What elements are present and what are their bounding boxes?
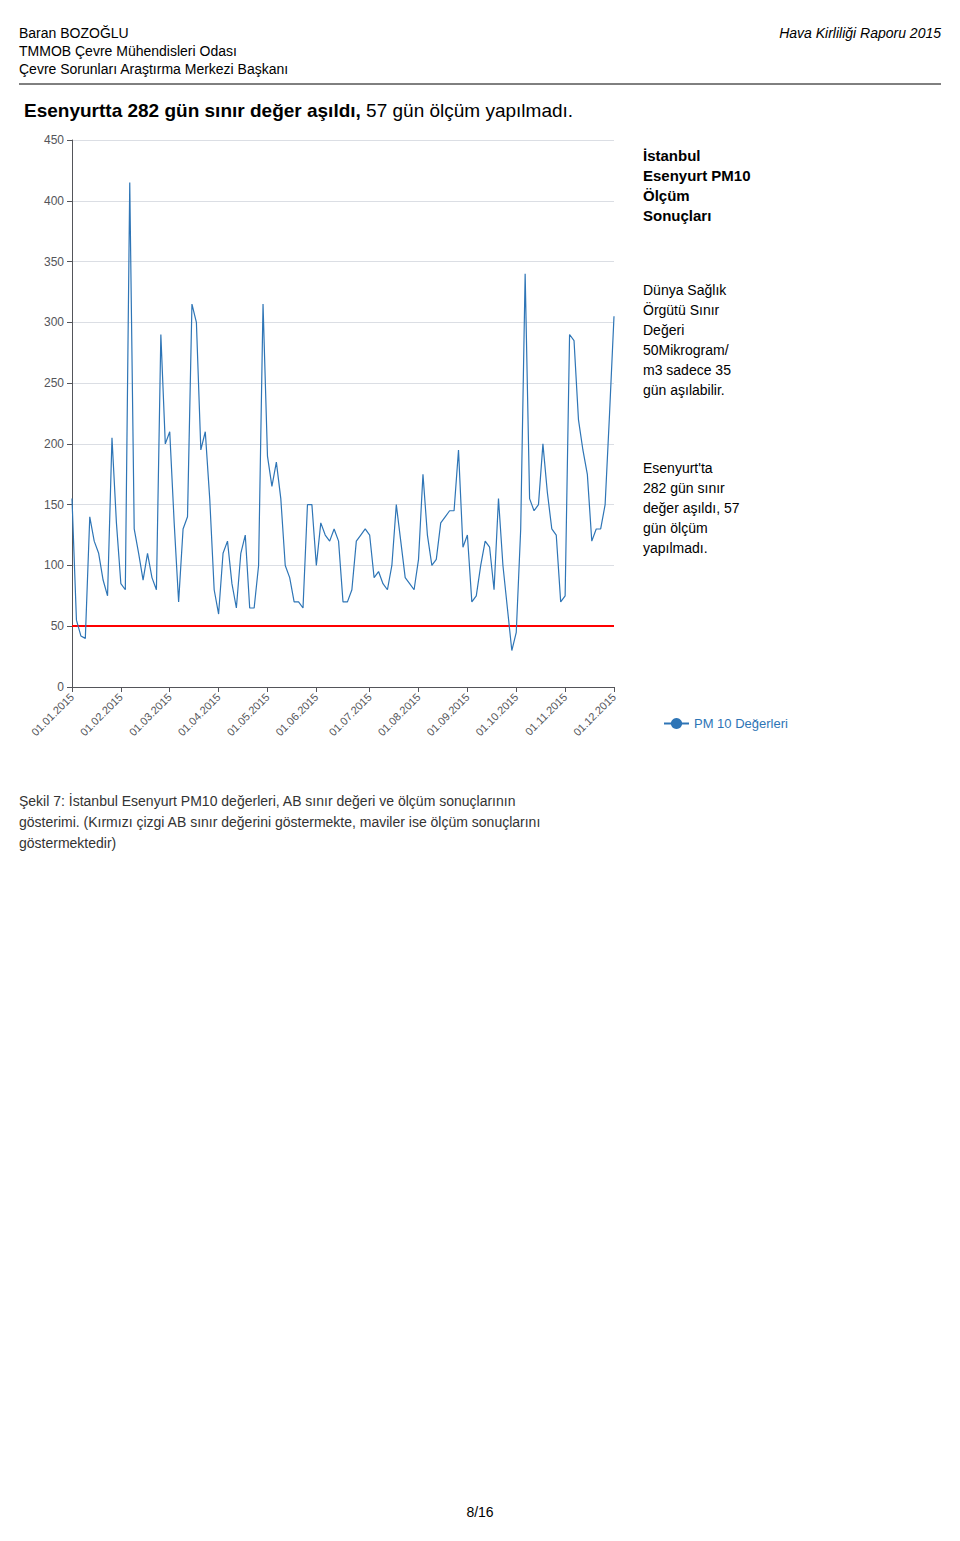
svg-text:200: 200 [44,437,64,451]
svg-text:01.04.2015: 01.04.2015 [175,691,222,738]
svg-text:01.08.2015: 01.08.2015 [375,691,422,738]
svg-text:57 gün ölçüm yapılmadı.: 57 gün ölçüm yapılmadı. [361,100,573,121]
svg-text:150: 150 [44,498,64,512]
svg-text:01.03.2015: 01.03.2015 [127,691,174,738]
svg-text:01.12.2015: 01.12.2015 [571,691,618,738]
svg-text:350: 350 [44,255,64,269]
svg-text:gün ölçüm: gün ölçüm [643,520,708,536]
svg-text:01.07.2015: 01.07.2015 [327,691,374,738]
svg-text:01.06.2015: 01.06.2015 [273,691,320,738]
svg-text:300: 300 [44,315,64,329]
svg-text:01.01.2015: 01.01.2015 [29,691,76,738]
svg-text:m3 sadece 35: m3 sadece 35 [643,362,731,378]
svg-text:Ölçüm: Ölçüm [643,187,690,204]
svg-text:gösterimi. (Kırmızı çizgi AB s: gösterimi. (Kırmızı çizgi AB sınır değer… [19,814,540,830]
svg-text:450: 450 [44,133,64,147]
svg-text:100: 100 [44,558,64,572]
svg-text:göstermektedir): göstermektedir) [19,835,116,851]
svg-text:Örgütü Sınır: Örgütü Sınır [643,301,720,318]
svg-text:Baran BOZOĞLU: Baran BOZOĞLU [19,25,129,41]
svg-text:8/16: 8/16 [466,1504,493,1520]
svg-text:Esenyurt PM10: Esenyurt PM10 [643,167,751,184]
svg-text:0: 0 [57,680,64,694]
svg-text:Hava Kirliliği Raporu 2015: Hava Kirliliği Raporu 2015 [779,25,941,41]
svg-text:Çevre Sorunları Araştırma Merk: Çevre Sorunları Araştırma Merkezi Başkan… [19,61,288,77]
svg-text:50: 50 [51,619,65,633]
svg-text:PM 10 Değerleri: PM 10 Değerleri [694,716,788,731]
svg-text:01.10.2015: 01.10.2015 [473,691,520,738]
svg-text:TMMOB Çevre Mühendisleri Odası: TMMOB Çevre Mühendisleri Odası [19,43,237,59]
svg-text:İstanbul: İstanbul [643,147,701,164]
svg-text:282 gün sınır: 282 gün sınır [643,480,725,496]
svg-text:250: 250 [44,376,64,390]
svg-text:Esenyurtta 282 gün sınır değer: Esenyurtta 282 gün sınır değer aşıldı, [24,100,361,121]
svg-text:yapılmadı.: yapılmadı. [643,540,708,556]
svg-text:değer aşıldı, 57: değer aşıldı, 57 [643,500,740,516]
svg-text:gün aşılabilir.: gün aşılabilir. [643,382,725,398]
svg-text:Şekil 7: İstanbul Esenyurt PM1: Şekil 7: İstanbul Esenyurt PM10 değerler… [19,792,515,809]
svg-text:Değeri: Değeri [643,322,684,338]
svg-text:400: 400 [44,194,64,208]
svg-text:01.11.2015: 01.11.2015 [523,691,570,738]
svg-text:Dünya Sağlık: Dünya Sağlık [643,282,727,298]
svg-text:01.02.2015: 01.02.2015 [78,691,125,738]
svg-text:01.09.2015: 01.09.2015 [424,691,471,738]
svg-text:50Mikrogram/: 50Mikrogram/ [643,342,729,358]
svg-text:Sonuçları: Sonuçları [643,207,711,224]
svg-text:Esenyurt'ta: Esenyurt'ta [643,460,713,476]
svg-text:01.05.2015: 01.05.2015 [224,691,271,738]
